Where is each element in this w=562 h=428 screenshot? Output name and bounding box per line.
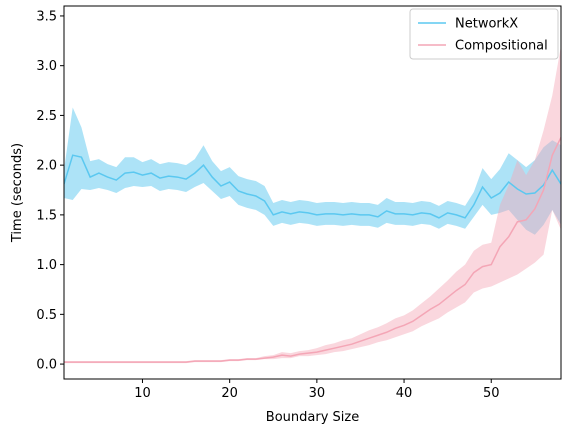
y-tick-label: 2.5	[36, 109, 57, 124]
y-tick-label: 0.0	[36, 358, 57, 373]
x-axis-ticks: 10 20 30 40 50	[134, 379, 500, 401]
networkx-line	[64, 154, 561, 219]
y-tick-label: 3.5	[36, 9, 57, 24]
legend-label-networkx: NetworkX	[455, 17, 518, 32]
legend: NetworkX Compositional	[409, 8, 559, 60]
plot-frame	[63, 5, 562, 380]
y-tick-label: 0.5	[36, 308, 57, 323]
x-tick-label: 10	[134, 386, 151, 401]
y-tick-label: 2.0	[36, 159, 57, 174]
series-lines	[64, 136, 561, 363]
x-tick-label: 40	[396, 386, 413, 401]
x-tick-label: 30	[309, 386, 326, 401]
compositional-line	[64, 136, 561, 363]
x-axis-label: Boundary Size	[266, 410, 359, 425]
y-axis-ticks: 0.0 0.5 1.0 1.5 2.0 2.5 3.0 3.5	[36, 9, 64, 373]
networkx-band	[64, 107, 561, 235]
x-tick-label: 20	[221, 386, 238, 401]
x-tick-label: 50	[483, 386, 500, 401]
y-tick-label: 1.0	[36, 258, 57, 273]
confidence-bands	[64, 45, 561, 364]
legend-box	[409, 8, 559, 60]
legend-label-compositional: Compositional	[455, 39, 548, 54]
y-axis-label: Time (seconds)	[10, 143, 25, 243]
y-tick-label: 1.5	[36, 208, 57, 223]
y-tick-label: 3.0	[36, 59, 57, 74]
